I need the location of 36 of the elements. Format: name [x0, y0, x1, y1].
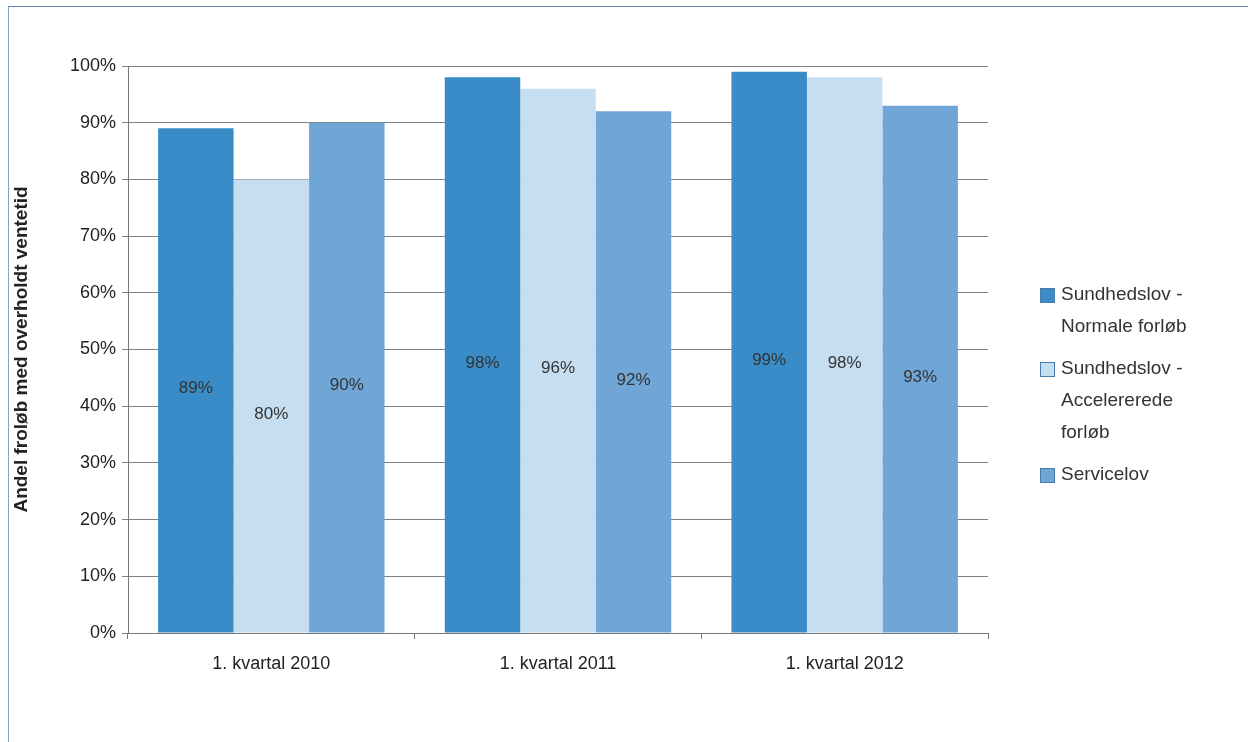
- y-tick-label: 30%: [79, 451, 116, 472]
- y-tick-label: 20%: [79, 508, 116, 529]
- data-label: 93%: [903, 366, 938, 386]
- bar: [882, 105, 958, 633]
- bar: [731, 71, 807, 633]
- data-label: 89%: [178, 378, 213, 398]
- x-tick-label: 1. kvartal 2012: [785, 652, 904, 673]
- y-tick-label: 0%: [89, 621, 116, 642]
- data-label: 96%: [540, 358, 576, 378]
- x-tick-label: 1. kvartal 2010: [212, 652, 331, 673]
- y-tick-label: 60%: [79, 281, 116, 302]
- bar: [520, 88, 596, 633]
- data-label: 92%: [616, 369, 651, 389]
- legend-label: Sundhedslov - Normale forløb: [1061, 282, 1188, 338]
- bar: [309, 122, 385, 633]
- y-tick-label: 40%: [79, 395, 116, 416]
- bar: [158, 128, 234, 633]
- bar: [595, 111, 672, 633]
- data-label: 98%: [827, 352, 862, 372]
- y-tick-label: 10%: [79, 565, 116, 586]
- data-label: 90%: [329, 375, 364, 395]
- y-axis-title: Andel froløb med overholdt ventetid: [9, 186, 31, 513]
- data-label: 98%: [465, 352, 500, 372]
- bar: [806, 77, 883, 633]
- y-tick-label: 70%: [79, 225, 116, 246]
- y-tick-label: 50%: [79, 338, 116, 359]
- bar: [444, 77, 521, 633]
- data-label: 99%: [752, 349, 787, 369]
- data-label: 80%: [254, 403, 289, 423]
- legend-label: Sundhedslov - Accelererede forløb: [1061, 356, 1184, 444]
- y-tick-label: 80%: [79, 168, 116, 189]
- y-tick-label: 100%: [69, 54, 116, 75]
- x-tick-label: 1. kvartal 2011: [499, 652, 617, 673]
- y-tick-label: 90%: [79, 111, 116, 132]
- legend-label: Servicelov: [1061, 462, 1149, 486]
- bar: [233, 179, 310, 633]
